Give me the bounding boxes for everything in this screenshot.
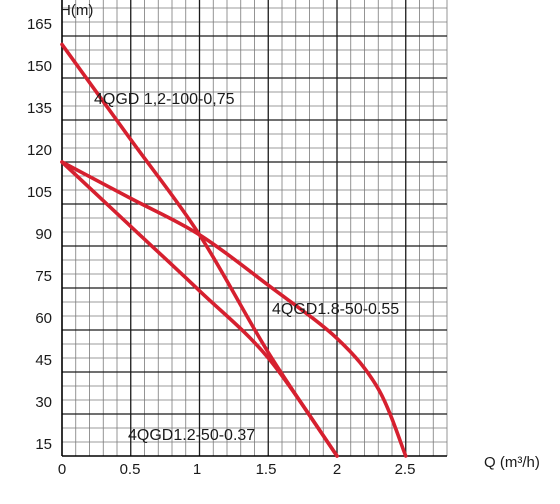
x-tick-label-4: 2: [333, 461, 341, 478]
axes: [61, 0, 447, 457]
x-tick-label-3: 1.5: [256, 461, 277, 478]
series-line-4qgd1-2-50-0-37: [60, 160, 339, 458]
y-tick-label-45: 45: [35, 352, 52, 369]
series-lines: [60, 42, 408, 458]
series-label-4qgd-1-2-100-0-75: 4QGD 1,2-100-0,75: [94, 91, 235, 108]
y-tick-label-30: 30: [35, 394, 52, 411]
minor-grid: [62, 0, 448, 456]
series-label-4qgd1-8-50-0-55: 4QGD1.8-50-0.55: [272, 301, 399, 318]
y-tick-label-60: 60: [35, 310, 52, 327]
y-tick-label-165: 165: [27, 16, 52, 33]
x-tick-label-0: 0: [58, 461, 66, 478]
y-tick-label-75: 75: [35, 268, 52, 285]
x-axis-title: Q (m³/h): [484, 454, 540, 471]
y-tick-label-90: 90: [35, 226, 52, 243]
x-tick-label-5: 2.5: [395, 461, 416, 478]
series-line-4qgd1-8-50-0-55: [60, 160, 408, 458]
y-axis-title: H(m): [60, 2, 93, 19]
y-tick-label-15: 15: [35, 436, 52, 453]
series-label-4qgd1-2-50-0-37: 4QGD1.2-50-0.37: [128, 427, 255, 444]
y-tick-label-105: 105: [27, 184, 52, 201]
major-grid: [62, 0, 447, 456]
y-tick-label-150: 150: [27, 58, 52, 75]
x-tick-label-1: 0.5: [120, 461, 141, 478]
x-tick-label-2: 1: [193, 461, 201, 478]
y-tick-label-135: 135: [27, 100, 52, 117]
y-tick-label-120: 120: [27, 142, 52, 159]
